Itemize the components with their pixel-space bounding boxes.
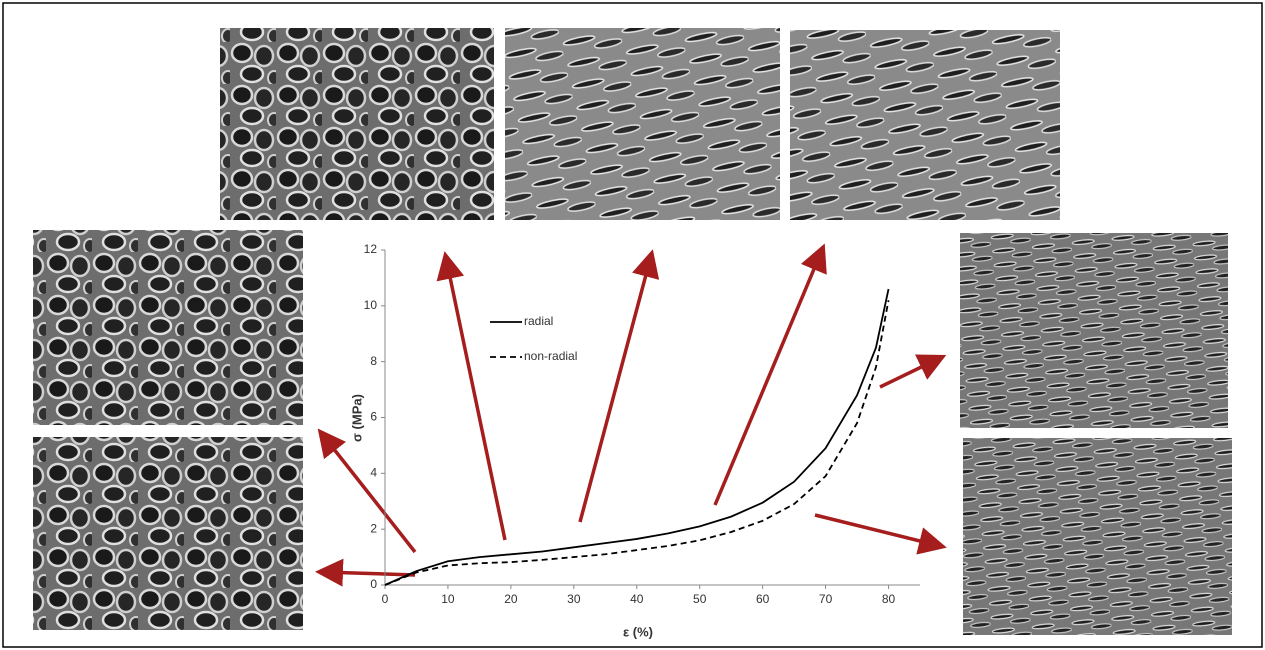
micrograph bbox=[505, 28, 780, 220]
legend-label: non-radial bbox=[524, 349, 577, 363]
micrograph bbox=[790, 30, 1060, 220]
legend-label: radial bbox=[524, 314, 553, 328]
arrow bbox=[446, 258, 505, 540]
micrograph bbox=[960, 233, 1228, 428]
arrow bbox=[880, 358, 940, 387]
arrow bbox=[815, 515, 940, 546]
y-tick-label: 0 bbox=[370, 577, 377, 591]
arrow bbox=[322, 434, 415, 552]
arrow bbox=[715, 250, 822, 505]
x-tick-label: 60 bbox=[756, 592, 770, 606]
x-tick-label: 0 bbox=[382, 592, 389, 606]
x-tick-label: 80 bbox=[882, 592, 896, 606]
y-tick-label: 12 bbox=[364, 242, 378, 256]
y-tick-label: 4 bbox=[370, 466, 377, 480]
micrograph bbox=[33, 230, 303, 425]
x-tick-label: 10 bbox=[441, 592, 455, 606]
y-tick-label: 6 bbox=[370, 410, 377, 424]
arrow bbox=[322, 572, 415, 575]
micrograph bbox=[33, 437, 303, 630]
x-axis-title: ε (%) bbox=[623, 624, 653, 639]
y-tick-label: 8 bbox=[370, 354, 377, 368]
page: {"chart_data": {"type": "line", "x_label… bbox=[0, 0, 1265, 650]
figure: σ (MPa) ε (%) 0 2 4 6 8 10 12 0 10 20 30 40 50 60 70 80… bbox=[0, 0, 1265, 650]
arrow bbox=[580, 256, 651, 522]
y-axis-title: σ (MPa) bbox=[349, 394, 364, 442]
x-tick-label: 30 bbox=[567, 592, 581, 606]
micrograph bbox=[220, 28, 494, 220]
x-tick-label: 20 bbox=[504, 592, 518, 606]
micrograph bbox=[963, 438, 1232, 635]
line-series bbox=[385, 300, 889, 585]
y-tick-label: 2 bbox=[370, 521, 377, 535]
y-tick-label: 10 bbox=[364, 298, 378, 312]
x-tick-label: 70 bbox=[819, 592, 833, 606]
x-tick-label: 40 bbox=[630, 592, 644, 606]
x-tick-label: 50 bbox=[693, 592, 707, 606]
